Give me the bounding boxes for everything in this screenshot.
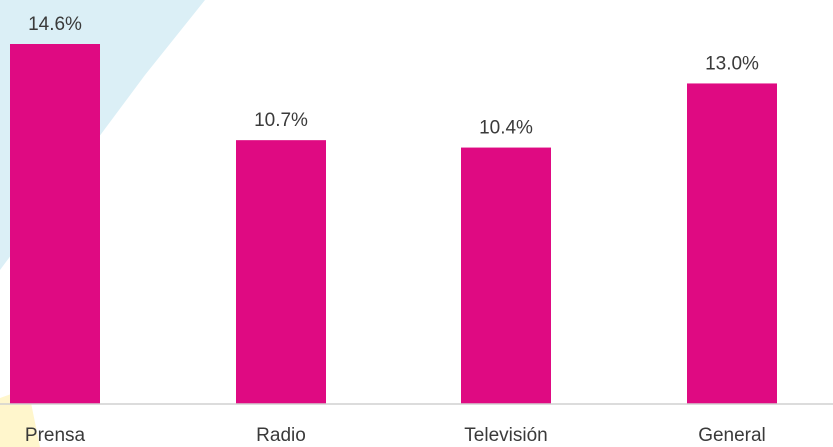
bar-televisión [461, 147, 551, 404]
value-label-televisión: 10.4% [479, 118, 533, 139]
category-labels-group: Prensa Radio Televisión General [25, 425, 766, 446]
category-label-general: General [698, 425, 766, 446]
category-label-televisión: Televisión [464, 425, 547, 446]
bar-general [687, 83, 777, 404]
bar-radio [236, 140, 326, 405]
value-label-prensa: 14.6% [28, 14, 82, 35]
value-label-general: 13.0% [705, 53, 759, 74]
value-label-radio: 10.7% [254, 110, 308, 131]
category-label-prensa: Prensa [25, 425, 86, 446]
value-labels-group: 14.6% 10.7% 10.4% 13.0% [28, 14, 759, 139]
bars-group [10, 44, 777, 405]
bar-prensa [10, 44, 100, 404]
category-label-radio: Radio [256, 425, 306, 446]
